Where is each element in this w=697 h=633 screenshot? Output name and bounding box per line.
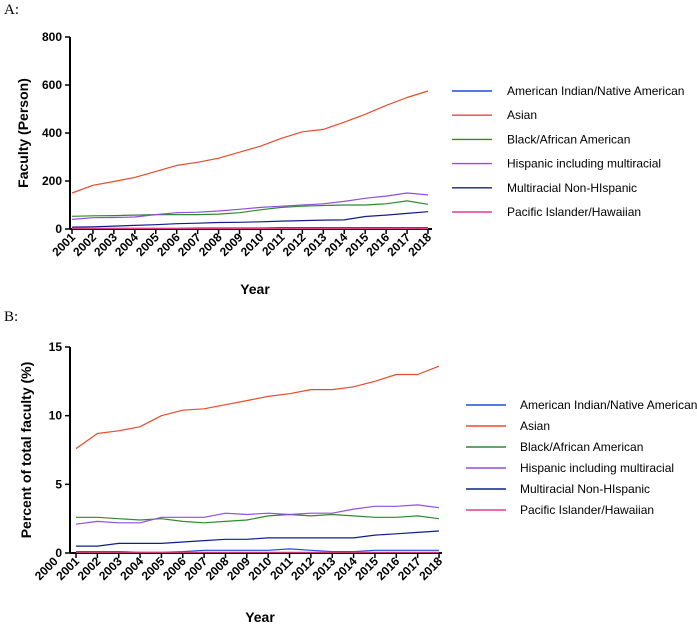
series-line-asian	[75, 365, 440, 450]
series-line-multiracial-non-hispanic	[76, 530, 440, 547]
panel-label: B:	[4, 309, 18, 325]
legend-label: Hispanic including multiracial	[520, 461, 674, 475]
y-tick-label: 5	[55, 477, 62, 491]
series-line-asian	[71, 90, 429, 194]
series-line-hispanic-including-multiracial	[71, 192, 429, 220]
x-axis-title: Year	[240, 281, 270, 297]
legend-label: Pacific Islander/Hawaiian	[520, 503, 654, 517]
series-line-black-african-american	[76, 513, 440, 524]
legend-label: American Indian/Native American	[507, 84, 684, 98]
y-tick-label: 15	[49, 340, 63, 354]
x-tick-label: 2011	[267, 554, 296, 583]
legend-label: Hispanic including multiracial	[507, 157, 661, 171]
y-tick-label: 400	[42, 126, 62, 140]
y-axis-title: Percent of total faculty (%)	[18, 362, 34, 539]
y-axis-title: Faculty (Person)	[15, 78, 31, 188]
series-line-multiracial-non-hispanic	[71, 211, 429, 228]
legend-label: Pacific Islander/Hawaiian	[507, 205, 641, 219]
legend-label: Asian	[507, 108, 537, 122]
panel-a-chart: A:02004006008002001200220032004200520062…	[4, 2, 684, 297]
y-tick-label: 200	[42, 174, 62, 188]
series-line-black-african-american	[71, 200, 429, 217]
y-tick-label: 0	[55, 222, 62, 236]
legend-label: Multiracial Non-HIspanic	[507, 181, 637, 195]
y-tick-label: 800	[42, 30, 62, 44]
legend-label: Asian	[520, 419, 550, 433]
series-line-hispanic-including-multiracial	[75, 504, 440, 525]
x-tick-label: 2018	[405, 230, 434, 259]
y-tick-label: 10	[49, 409, 63, 423]
legend-label: Black/African American	[507, 132, 630, 146]
panel-b-chart: B:05101520002001200220032004200520062007…	[4, 309, 697, 625]
x-axis-title: Year	[245, 609, 275, 625]
x-tick-label: 2018	[416, 554, 445, 583]
legend-label: American Indian/Native American	[520, 398, 697, 412]
y-tick-label: 600	[42, 78, 62, 92]
panel-label: A:	[4, 2, 19, 18]
legend-label: Multiracial Non-HIspanic	[520, 482, 650, 496]
legend-label: Black/African American	[520, 440, 643, 454]
y-tick-label: 0	[55, 546, 62, 560]
